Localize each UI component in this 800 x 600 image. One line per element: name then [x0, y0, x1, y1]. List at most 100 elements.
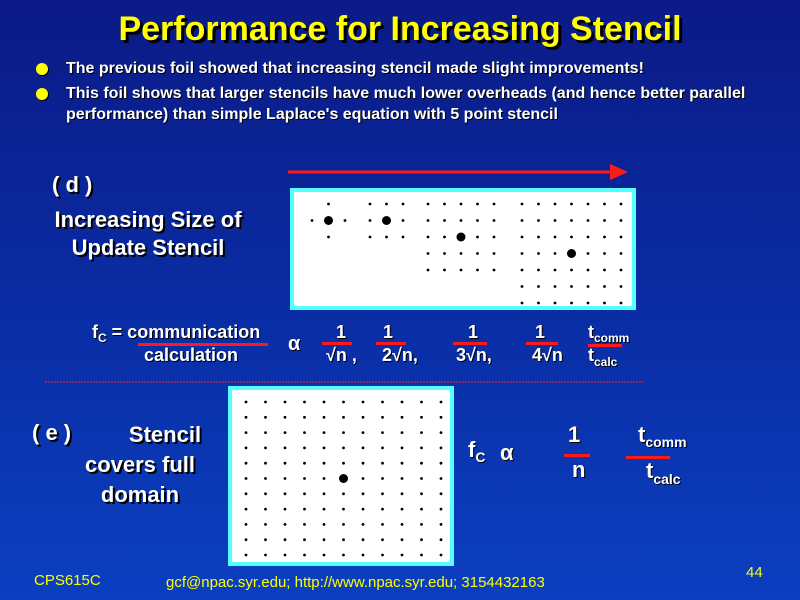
section-d-title-line2: Update Stencil [71, 235, 225, 260]
domain-point [420, 461, 423, 465]
slide-title: Performance for Increasing Stencil [118, 10, 682, 48]
bullet-text: The previous foil showed that increasing… [66, 60, 644, 77]
domain-point [303, 431, 306, 434]
domain-point [381, 553, 384, 557]
domain-point [439, 538, 443, 542]
stencil-point [619, 285, 623, 288]
domain-point [400, 461, 404, 465]
domain-point [439, 477, 443, 480]
domain-point [439, 523, 443, 526]
domain-point [420, 446, 423, 450]
term-2-den: 2√n, [382, 345, 418, 365]
stencil-point [586, 301, 590, 305]
stencil-point [401, 219, 405, 222]
domain-point [361, 461, 365, 465]
domain-point [361, 538, 365, 542]
domain-point [381, 461, 384, 465]
domain-point [361, 446, 365, 450]
domain-point [342, 431, 345, 434]
stencil-center-point [456, 232, 466, 242]
domain-point [439, 400, 443, 404]
domain-point [283, 461, 287, 465]
stencil-point [619, 202, 623, 206]
stencil-point [537, 301, 540, 305]
stencil-point [553, 252, 557, 255]
stencil-point [368, 219, 372, 222]
increase-arrow-head-icon [610, 164, 628, 180]
domain-point [244, 492, 248, 496]
e-den: n [572, 457, 586, 482]
stencil-point [310, 219, 314, 222]
stencil-point [537, 268, 540, 272]
domain-point [361, 415, 365, 419]
stencil-center-point [324, 216, 333, 225]
t-symbol: t [646, 458, 654, 483]
domain-point [264, 538, 267, 542]
domain-point [342, 461, 345, 465]
term-4-bar [526, 342, 558, 345]
stencil-point [401, 235, 405, 239]
term-3-num: 1 [468, 322, 479, 342]
domain-point [283, 477, 287, 480]
stencil-point [368, 202, 372, 206]
stencil-point [443, 202, 446, 206]
stencil-point [619, 301, 623, 305]
contact-info: gcf@npac.syr.edu; http://www.npac.syr.ed… [166, 574, 545, 591]
domain-point [322, 431, 326, 434]
domain-point [283, 446, 287, 450]
stencil-point [426, 219, 430, 222]
stencil-point [327, 235, 330, 239]
domain-point [303, 538, 306, 542]
stencil-point [570, 285, 573, 288]
domain-point [400, 477, 404, 480]
domain-point [322, 523, 326, 526]
domain-point [400, 431, 404, 434]
stencil-point [570, 301, 573, 305]
stencil-point [368, 235, 372, 239]
domain-point [303, 477, 306, 480]
stencil-point [443, 252, 446, 255]
section-e-line1: Stencil [128, 422, 202, 447]
domain-point [400, 553, 404, 557]
domain-point [381, 477, 384, 480]
stencil-point [553, 301, 557, 305]
stencil-point [426, 252, 430, 255]
domain-point [381, 446, 384, 450]
bullet-item: The previous foil showed that increasing… [32, 58, 792, 79]
domain-point [322, 415, 326, 419]
stencil-point [476, 252, 479, 255]
stencil-point [385, 202, 388, 206]
stencil-point [476, 235, 479, 239]
stencil-point [537, 202, 540, 206]
tcomm-bar-e [626, 456, 670, 459]
domain-point [322, 477, 326, 480]
stencil-point [619, 219, 623, 222]
bullet-dot-icon [36, 63, 48, 75]
domain-point [244, 461, 248, 465]
domain-point [342, 553, 345, 557]
stencil-point [570, 202, 573, 206]
domain-point [361, 507, 365, 511]
domain-point [244, 477, 248, 480]
section-e-label: ( e ) [32, 420, 72, 445]
fc-sub: C [98, 331, 107, 345]
stencil-point [492, 202, 496, 206]
fc-f: f [92, 322, 98, 342]
stencil-point [570, 268, 573, 272]
tcalc-sub: calc [594, 355, 618, 369]
bullet-text: This foil shows that larger stencils hav… [66, 85, 746, 123]
domain-point [381, 492, 384, 496]
domain-point [381, 431, 384, 434]
fc-sub: C [475, 449, 486, 465]
bullet-item: This foil shows that larger stencils hav… [32, 83, 792, 125]
stencil-point [520, 202, 524, 206]
domain-point [244, 538, 248, 542]
stencil-point [426, 202, 430, 206]
domain-dots [244, 400, 443, 557]
domain-point [361, 523, 365, 526]
section-e-line2: covers full [84, 452, 196, 477]
domain-point [342, 523, 345, 526]
t-symbol: t [588, 322, 594, 342]
section-e-line3: domain [100, 482, 180, 507]
term-4-den: 4√n [532, 345, 563, 365]
